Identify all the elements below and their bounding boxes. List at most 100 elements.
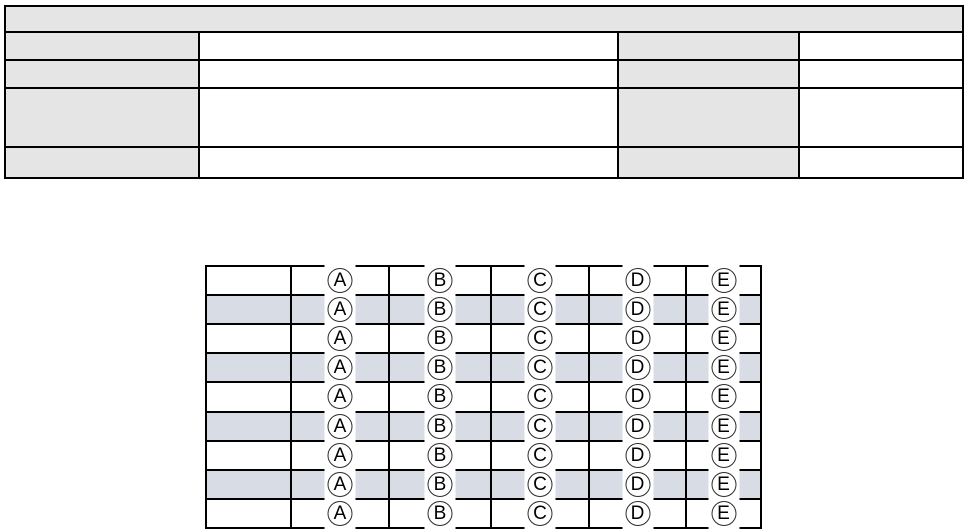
answer-bubble-b[interactable]: B bbox=[427, 500, 453, 526]
form-banner-row bbox=[4, 5, 964, 33]
answer-bubble-d[interactable]: D bbox=[625, 384, 650, 410]
question-number-cell bbox=[205, 381, 292, 413]
option-strip: C bbox=[524, 352, 556, 384]
answer-row: A B C D E bbox=[205, 439, 762, 471]
answer-bubble-a[interactable]: A bbox=[327, 442, 353, 468]
answer-bubble-d[interactable]: D bbox=[625, 471, 650, 497]
answer-bubble-b[interactable]: B bbox=[427, 413, 453, 439]
answer-bubble-d[interactable]: D bbox=[625, 413, 650, 439]
form-field-cell[interactable] bbox=[798, 31, 964, 61]
answer-bubble-e[interactable]: E bbox=[711, 355, 736, 381]
answer-row: A B C D E bbox=[205, 264, 762, 297]
answer-bubble-b[interactable]: B bbox=[427, 384, 453, 410]
answer-row: A B C D E bbox=[205, 294, 762, 326]
option-cell: C bbox=[490, 468, 590, 500]
option-cell: B bbox=[388, 381, 492, 413]
form-label-cell bbox=[4, 87, 200, 148]
answer-bubble-c[interactable]: C bbox=[527, 413, 553, 439]
form-field-cell[interactable] bbox=[198, 146, 619, 179]
form-label-cell bbox=[617, 31, 800, 61]
question-number-cell bbox=[205, 352, 292, 384]
form-label-cell bbox=[4, 31, 200, 61]
answer-bubble-c[interactable]: C bbox=[527, 500, 553, 526]
question-number-cell bbox=[205, 468, 292, 500]
option-strip: A bbox=[324, 468, 356, 500]
answer-bubble-c[interactable]: C bbox=[527, 297, 553, 323]
form-field-cell[interactable] bbox=[198, 87, 619, 148]
option-strip: E bbox=[708, 497, 739, 529]
option-strip: C bbox=[524, 439, 556, 471]
form-field-cell[interactable] bbox=[798, 59, 964, 89]
answer-bubble-a[interactable]: A bbox=[327, 384, 353, 410]
answer-bubble-e[interactable]: E bbox=[711, 384, 736, 410]
form-field-cell[interactable] bbox=[798, 146, 964, 179]
answer-bubble-e[interactable]: E bbox=[711, 297, 736, 323]
answer-bubble-a[interactable]: A bbox=[327, 268, 353, 294]
option-strip: E bbox=[708, 294, 739, 326]
option-strip: D bbox=[622, 381, 653, 413]
option-cell: A bbox=[290, 439, 390, 471]
answer-bubble-b[interactable]: B bbox=[427, 297, 453, 323]
answer-bubble-d[interactable]: D bbox=[625, 500, 650, 526]
answer-bubble-a[interactable]: A bbox=[327, 326, 353, 352]
option-strip: B bbox=[424, 468, 456, 500]
option-strip: A bbox=[324, 352, 356, 384]
option-strip: D bbox=[622, 352, 653, 384]
answer-bubble-d[interactable]: D bbox=[625, 442, 650, 468]
option-cell: E bbox=[685, 323, 762, 355]
answer-bubble-grid: A B C D E A B C D E A B C D E A B C D E A B C D E A B C D E A B C D E A B C D E… bbox=[205, 264, 762, 530]
answer-bubble-c[interactable]: C bbox=[527, 471, 553, 497]
option-cell: C bbox=[490, 381, 590, 413]
answer-bubble-e[interactable]: E bbox=[711, 413, 736, 439]
answer-bubble-c[interactable]: C bbox=[527, 355, 553, 381]
option-cell: A bbox=[290, 410, 390, 442]
question-number-cell bbox=[205, 497, 292, 530]
answer-bubble-e[interactable]: E bbox=[711, 442, 736, 468]
answer-row: A B C D E bbox=[205, 410, 762, 442]
option-cell: D bbox=[588, 264, 687, 297]
form-label-cell bbox=[617, 87, 800, 148]
option-cell: D bbox=[588, 323, 687, 355]
question-number-cell bbox=[205, 410, 292, 442]
answer-bubble-e[interactable]: E bbox=[711, 326, 736, 352]
answer-row: A B C D E bbox=[205, 497, 762, 530]
option-cell: E bbox=[685, 352, 762, 384]
answer-bubble-a[interactable]: A bbox=[327, 355, 353, 381]
answer-bubble-b[interactable]: B bbox=[427, 442, 453, 468]
option-cell: D bbox=[588, 410, 687, 442]
option-strip: D bbox=[622, 410, 653, 442]
answer-bubble-d[interactable]: D bbox=[625, 326, 650, 352]
answer-bubble-c[interactable]: C bbox=[527, 268, 553, 294]
answer-bubble-a[interactable]: A bbox=[327, 297, 353, 323]
option-cell: D bbox=[588, 439, 687, 471]
option-strip: B bbox=[424, 410, 456, 442]
answer-bubble-c[interactable]: C bbox=[527, 442, 553, 468]
option-strip: C bbox=[524, 468, 556, 500]
answer-bubble-a[interactable]: A bbox=[327, 413, 353, 439]
answer-grid-body: A B C D E A B C D E A B C D E A B C D E A B C D E A B C D E A B C D E A B C D E… bbox=[205, 264, 762, 530]
option-strip: D bbox=[622, 323, 653, 355]
answer-bubble-b[interactable]: B bbox=[427, 471, 453, 497]
form-field-cell[interactable] bbox=[198, 31, 619, 61]
form-field-cell[interactable] bbox=[198, 59, 619, 89]
answer-row: A B C D E bbox=[205, 323, 762, 355]
answer-bubble-e[interactable]: E bbox=[711, 471, 736, 497]
answer-bubble-a[interactable]: A bbox=[327, 500, 353, 526]
answer-bubble-a[interactable]: A bbox=[327, 471, 353, 497]
option-strip: E bbox=[708, 381, 739, 413]
answer-bubble-c[interactable]: C bbox=[527, 326, 553, 352]
form-field-cell[interactable] bbox=[798, 87, 964, 148]
option-strip: B bbox=[424, 439, 456, 471]
answer-bubble-e[interactable]: E bbox=[711, 500, 736, 526]
option-strip: B bbox=[424, 265, 456, 297]
answer-bubble-d[interactable]: D bbox=[625, 355, 650, 381]
answer-bubble-c[interactable]: C bbox=[527, 384, 553, 410]
answer-bubble-b[interactable]: B bbox=[427, 268, 453, 294]
answer-bubble-e[interactable]: E bbox=[711, 268, 736, 294]
answer-bubble-b[interactable]: B bbox=[427, 326, 453, 352]
answer-bubble-b[interactable]: B bbox=[427, 355, 453, 381]
answer-bubble-d[interactable]: D bbox=[625, 268, 650, 294]
option-strip: C bbox=[524, 497, 556, 529]
option-cell: E bbox=[685, 381, 762, 413]
answer-bubble-d[interactable]: D bbox=[625, 297, 650, 323]
